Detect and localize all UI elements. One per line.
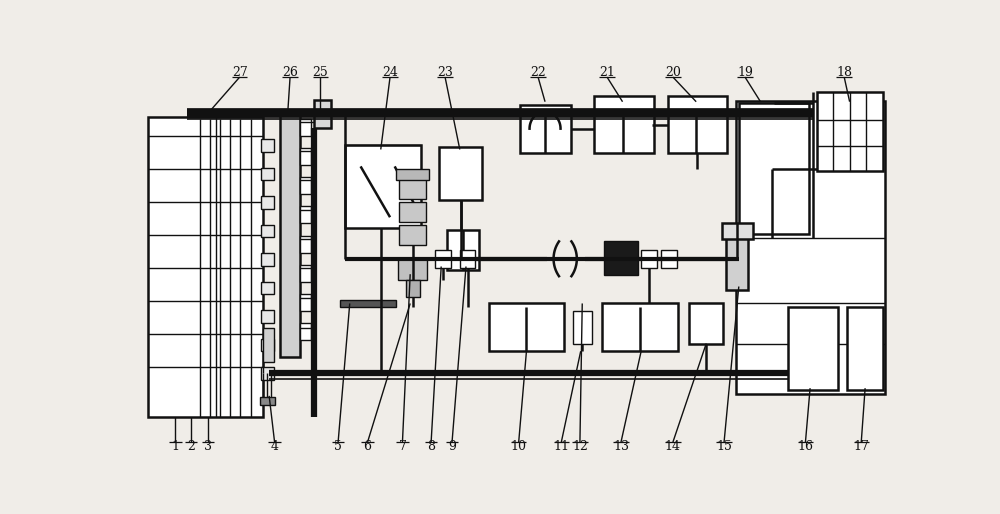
Bar <box>396 170 429 180</box>
Text: 3: 3 <box>204 440 212 453</box>
Bar <box>300 177 311 194</box>
Text: 24: 24 <box>382 66 398 79</box>
Text: 7: 7 <box>399 440 406 453</box>
Bar <box>148 117 263 417</box>
Bar <box>398 259 427 280</box>
Bar <box>261 168 274 180</box>
Bar <box>736 101 885 394</box>
Bar <box>300 236 311 253</box>
Bar <box>314 100 331 128</box>
Bar <box>594 96 654 153</box>
Bar <box>300 119 311 136</box>
Bar <box>399 179 426 199</box>
Text: 17: 17 <box>853 440 869 453</box>
Bar <box>263 328 274 362</box>
Bar <box>817 91 883 171</box>
Bar <box>261 282 274 294</box>
Bar <box>573 311 592 343</box>
Text: 12: 12 <box>572 440 588 453</box>
Bar <box>280 115 300 357</box>
Bar <box>260 397 275 405</box>
Text: 19: 19 <box>737 66 753 79</box>
Bar <box>406 280 420 297</box>
Text: 25: 25 <box>312 66 328 79</box>
Bar <box>602 303 678 351</box>
Bar <box>641 250 657 268</box>
Text: 6: 6 <box>364 440 372 453</box>
Bar <box>261 368 274 380</box>
Text: 22: 22 <box>530 66 546 79</box>
Bar <box>739 103 809 234</box>
Bar <box>340 300 396 306</box>
Text: 5: 5 <box>334 440 342 453</box>
Bar <box>447 230 479 270</box>
Bar <box>435 250 450 268</box>
Text: 4: 4 <box>271 440 279 453</box>
Text: 18: 18 <box>836 66 852 79</box>
Bar <box>261 139 274 152</box>
Text: 13: 13 <box>613 440 629 453</box>
Bar <box>661 250 677 268</box>
Bar <box>439 147 482 199</box>
Text: 2: 2 <box>187 440 195 453</box>
Bar <box>520 105 571 153</box>
Bar <box>726 237 748 289</box>
Text: 11: 11 <box>553 440 569 453</box>
Text: 1: 1 <box>171 440 179 453</box>
Bar <box>399 202 426 222</box>
Bar <box>300 207 311 224</box>
Text: 9: 9 <box>448 440 456 453</box>
Bar <box>668 96 727 153</box>
Bar <box>300 148 311 165</box>
Bar <box>788 306 838 390</box>
Bar <box>261 253 274 266</box>
Bar <box>847 306 883 390</box>
Text: 8: 8 <box>427 440 435 453</box>
Text: 20: 20 <box>665 66 681 79</box>
Bar <box>460 250 475 268</box>
Bar <box>300 265 311 282</box>
Text: 21: 21 <box>599 66 615 79</box>
Text: 10: 10 <box>511 440 527 453</box>
Bar <box>300 323 311 340</box>
Bar <box>261 339 274 351</box>
Bar <box>722 224 753 239</box>
Text: 14: 14 <box>665 440 681 453</box>
Bar <box>689 303 723 343</box>
Text: 15: 15 <box>716 440 732 453</box>
Bar <box>489 303 564 351</box>
Text: 23: 23 <box>437 66 453 79</box>
Text: 26: 26 <box>282 66 298 79</box>
Bar <box>345 145 421 228</box>
Bar <box>261 196 274 209</box>
Bar <box>300 294 311 311</box>
Bar <box>399 225 426 245</box>
Bar <box>261 310 274 323</box>
Text: 16: 16 <box>797 440 813 453</box>
Bar <box>604 241 638 275</box>
Bar <box>261 225 274 237</box>
Text: 27: 27 <box>232 66 248 79</box>
